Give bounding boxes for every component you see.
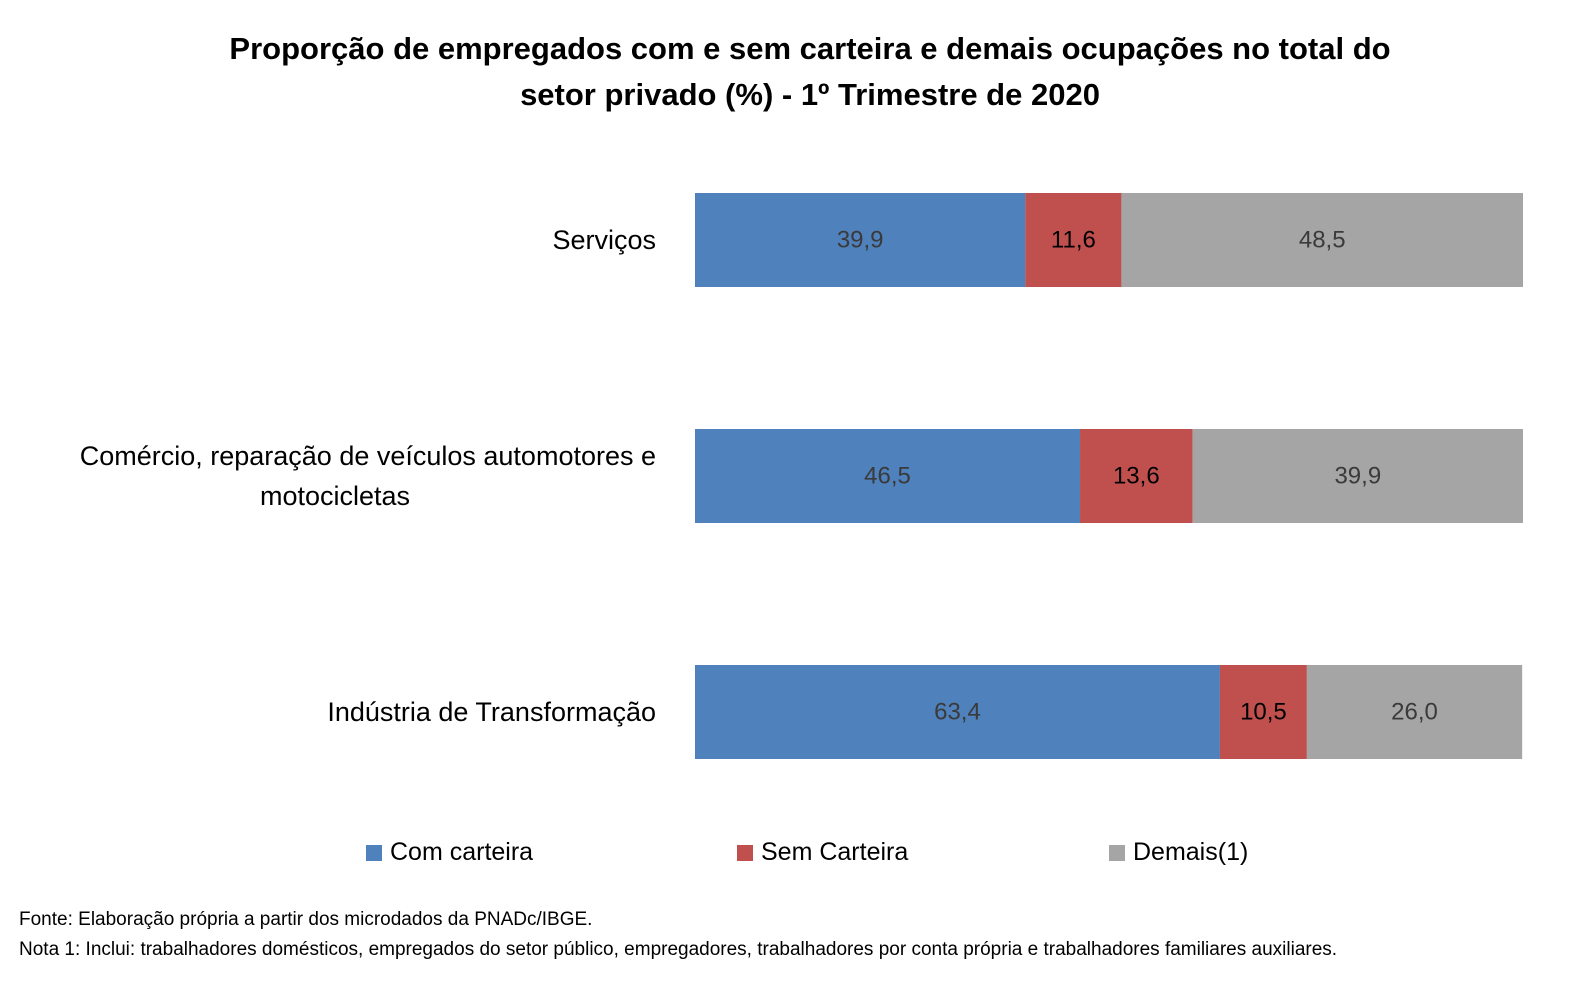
category-label: Serviços [552,225,656,255]
category-label: Indústria de Transformação [327,697,656,727]
category-label: Comércio, reparação de veículos automoto… [80,441,656,471]
legend-label-com-carteira: Com carteira [390,838,534,866]
category-label: motocicletas [260,481,410,511]
source-note: Fonte: Elaboração própria a partir dos m… [19,909,593,930]
legend-item-com-carteira: Com carteira [366,838,533,867]
chart-title: Proporção de empregados com e sem cartei… [100,26,1520,118]
data-label: 48,5 [1299,227,1346,254]
chart-title-line-1: Proporção de empregados com e sem cartei… [229,31,1391,66]
data-label: 10,5 [1240,699,1287,726]
legend-label-sem-carteira: Sem Carteira [761,838,909,866]
data-label: 63,4 [934,699,981,726]
data-label: 11,6 [1051,227,1096,254]
chart-title-line-2: setor privado (%) - 1º Trimestre de 2020 [520,77,1100,112]
bar-segment [695,665,1220,759]
bar-segment [1306,665,1523,759]
data-label: 13,6 [1113,463,1160,490]
data-label: 39,9 [837,227,884,254]
bar-segment [695,193,1026,287]
bar-segment [695,429,1081,523]
legend-swatch-demais [1109,844,1125,861]
legend-item-demais: Demais(1) [1109,838,1248,867]
data-label: 26,0 [1391,699,1438,726]
chart-legend: Com carteira Sem Carteira Demais(1) [0,838,1582,874]
footnote: Nota 1: Inclui: trabalhadores domésticos… [19,939,1338,960]
legend-label-demais: Demais(1) [1133,838,1249,866]
stacked-bar-chart: Serviços 39,9 11,6 48,5 Comércio, reparação … [80,193,1523,759]
legend-swatch-sem-carteira [737,844,753,861]
bar-segment [1080,429,1193,523]
legend-item-sem-carteira: Sem Carteira [737,838,908,867]
legend-swatch-com-carteira [366,844,382,861]
bar-segment [1192,429,1523,523]
data-label: 46,5 [864,463,911,490]
bar-segment [1121,193,1523,287]
bar-segment [1219,665,1307,759]
bar-segment [1025,193,1122,287]
data-label: 39,9 [1334,463,1381,490]
